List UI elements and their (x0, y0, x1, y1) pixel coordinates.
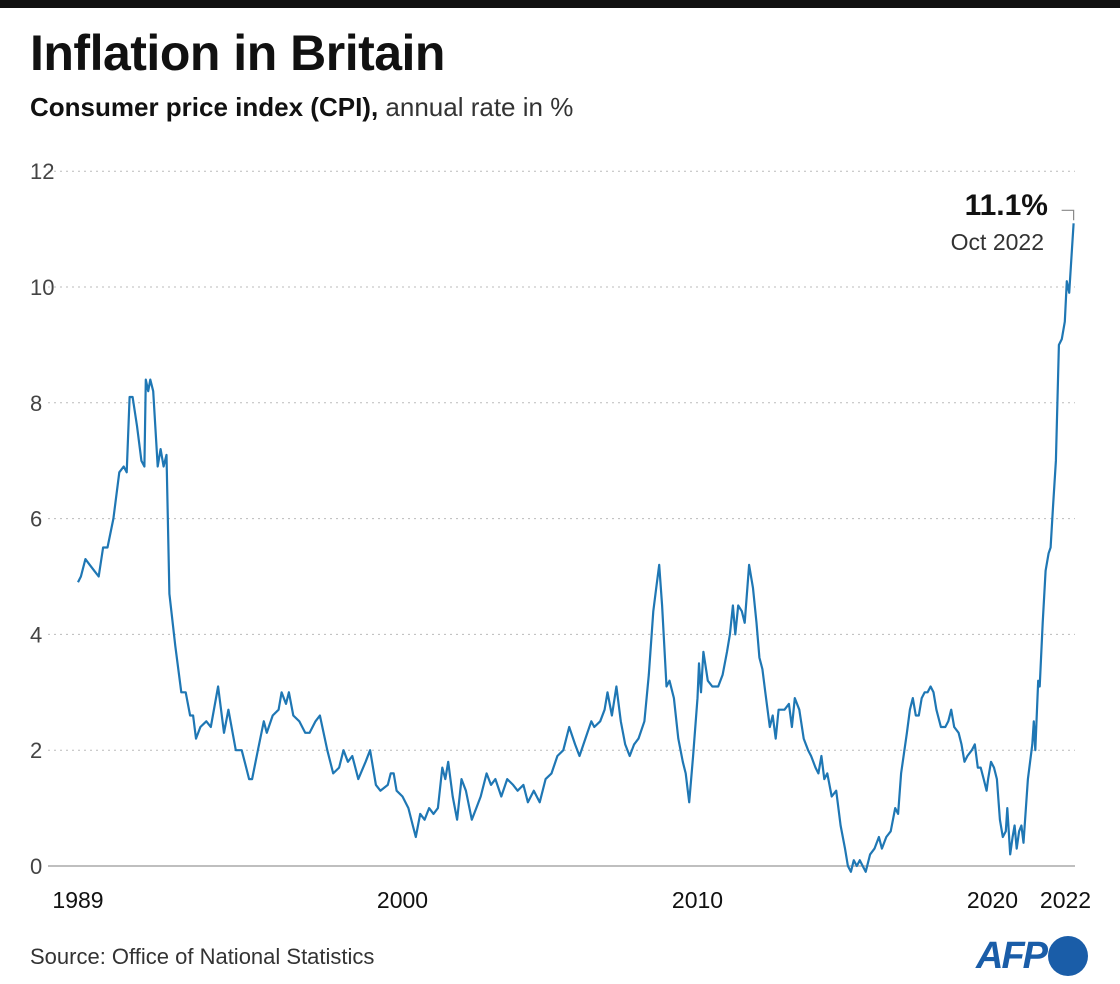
y-tick-label: 12 (30, 159, 54, 184)
cpi-line (77, 223, 1075, 873)
chart-title: Inflation in Britain (30, 25, 445, 81)
logo-text: AFP (976, 934, 1048, 977)
annotation-value: 11.1% (965, 189, 1048, 222)
top-rule (0, 0, 1120, 8)
x-tick-label: 1989 (52, 887, 103, 913)
y-tick-label: 4 (30, 622, 42, 647)
chart-subtitle: Consumer price index (CPI), annual rate … (30, 92, 573, 123)
y-tick-label: 6 (30, 507, 42, 532)
y-axis-ticks: 0 2 4 6 8 10 12 (30, 159, 54, 879)
afp-logo: AFP (976, 934, 1088, 978)
y-tick-label: 2 (30, 738, 42, 763)
x-tick-label: 2022 (1040, 887, 1091, 913)
x-tick-label: 2010 (672, 887, 723, 913)
annotation-leader (1061, 209, 1075, 221)
x-tick-label: 2000 (377, 887, 428, 913)
gridlines (48, 170, 1075, 867)
x-axis-ticks: 1989 2000 2010 2020 2022 (52, 887, 1091, 913)
source-note: Source: Office of National Statistics (30, 944, 375, 969)
y-tick-label: 10 (30, 275, 54, 300)
y-tick-label: 8 (30, 391, 42, 416)
subtitle-bold: Consumer price index (CPI), (30, 92, 379, 122)
y-tick-label: 0 (30, 854, 42, 879)
logo-dot (1048, 936, 1088, 976)
annotation: 11.1% Oct 2022 (951, 189, 1075, 255)
annotation-date: Oct 2022 (951, 229, 1044, 255)
x-tick-label: 2020 (967, 887, 1018, 913)
subtitle-light: annual rate in % (378, 92, 574, 122)
